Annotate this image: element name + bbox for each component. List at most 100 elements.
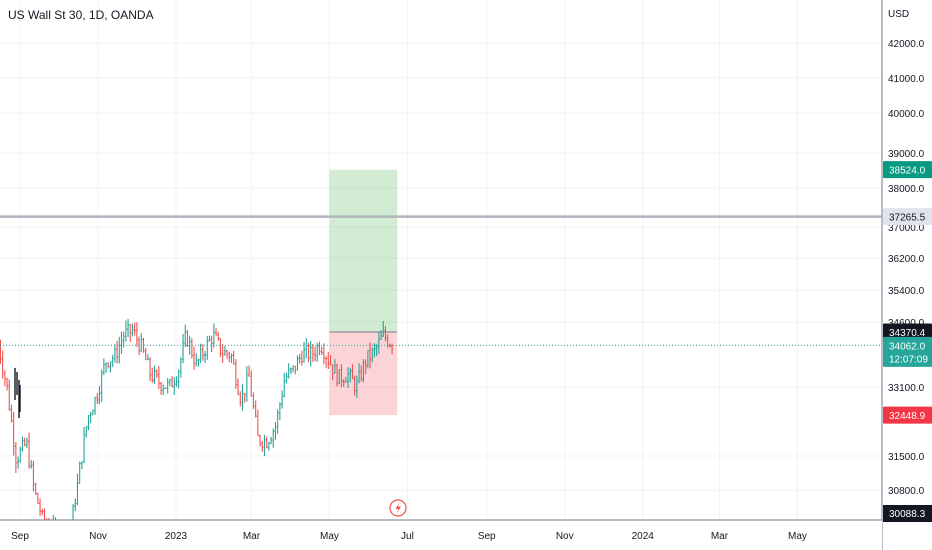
lightning-badge[interactable] [389, 499, 407, 517]
price-bar [91, 409, 94, 416]
price-bar [382, 321, 385, 338]
time-tick-label: May [788, 531, 807, 542]
chart-lines [0, 215, 882, 346]
entry-price-tag-bg [883, 323, 932, 341]
price-bar [28, 432, 31, 469]
price-bar [204, 351, 207, 364]
price-bar [212, 323, 215, 348]
price-bar [243, 392, 246, 403]
price-bar [83, 426, 86, 464]
price-bar [283, 373, 286, 398]
price-bar [215, 328, 218, 336]
price-bar [105, 362, 108, 373]
price-bar [278, 402, 281, 421]
price-bar [239, 391, 242, 407]
time-axis-bg [0, 520, 882, 550]
time-axis[interactable]: Sep Nov 2023 Mar May Jul Sep Nov 2024 Mar May [0, 519, 882, 550]
price-bar [162, 384, 165, 396]
price-bar [140, 333, 143, 353]
price-bar [241, 384, 244, 411]
price-bar [179, 357, 182, 378]
price-bar [223, 345, 226, 356]
price-bar [17, 456, 20, 469]
price-bar [265, 436, 268, 449]
price-bar [340, 364, 343, 388]
price-bar [248, 365, 251, 377]
price-bar [325, 356, 328, 368]
price-bar [41, 508, 44, 515]
price-bar [190, 338, 193, 359]
price-bar [21, 436, 24, 452]
price-bar [118, 336, 121, 364]
price-bar [289, 367, 292, 375]
time-tick-label: Mar [711, 531, 729, 542]
last-price-tag: 34062.0 [889, 341, 926, 352]
price-tick-label: 42000.0 [888, 39, 925, 50]
price-bar [80, 461, 83, 470]
price-bar [3, 370, 6, 387]
price-bar [360, 365, 363, 382]
price-bar [371, 347, 374, 363]
price-axis[interactable]: USD 42000.0 41000.0 40000.0 39000.0 38000.0 37… [881, 0, 932, 550]
price-bar [111, 355, 114, 368]
price-bar [116, 340, 119, 364]
price-bar [232, 350, 235, 365]
price-bar [10, 404, 13, 423]
long-position-zones[interactable] [329, 169, 398, 416]
price-bar [380, 330, 383, 340]
low-price-tag-bg [883, 505, 932, 522]
price-bar [74, 498, 77, 512]
price-bar [153, 365, 156, 384]
price-bar [164, 387, 167, 389]
price-bar [87, 415, 90, 431]
price-bar [329, 354, 332, 366]
price-bar [294, 365, 297, 375]
time-tick-label: Nov [556, 531, 574, 542]
price-bar [309, 341, 312, 367]
price-bar [142, 337, 145, 353]
time-tick-label: Sep [11, 531, 29, 542]
price-bar [245, 366, 248, 402]
time-tick-label: May [320, 531, 339, 542]
price-tick-label: 35400.0 [888, 286, 925, 297]
price-bar [305, 337, 308, 359]
price-bar [256, 409, 259, 437]
price-bar [298, 353, 301, 364]
level-price-tag-bg [883, 208, 932, 226]
price-tick-label: 30800.0 [888, 486, 925, 497]
price-tick-label: 38000.0 [888, 184, 925, 195]
price-bar [186, 330, 189, 347]
lightning-icon [395, 502, 401, 514]
time-tick-label: 2024 [632, 531, 655, 542]
price-bar [34, 482, 37, 496]
price-bar [281, 390, 284, 409]
price-bar [333, 359, 336, 374]
price-bar [349, 367, 352, 383]
price-bar [344, 376, 347, 383]
profit-zone[interactable] [329, 169, 398, 332]
price-bar [311, 343, 314, 362]
price-bar [144, 347, 147, 361]
chart-grid [0, 0, 882, 520]
price-bar [182, 333, 185, 364]
price-bar [351, 364, 354, 380]
time-tick-label: Mar [243, 531, 261, 542]
price-bar [272, 428, 275, 448]
price-bar [151, 367, 154, 384]
price-bar [201, 344, 204, 361]
price-bar [366, 349, 369, 369]
price-bar [274, 422, 277, 440]
price-bar [342, 378, 345, 387]
price-tick-label: 41000.0 [888, 74, 925, 85]
price-bar [252, 392, 255, 409]
price-bar [12, 412, 15, 456]
price-bar [219, 338, 222, 357]
price-bar [193, 346, 196, 370]
last-price-tag-countdown: 12:07:09 [889, 354, 928, 365]
price-bar [127, 318, 130, 338]
symbol-title: US Wall St 30, 1D, OANDA [8, 8, 154, 22]
price-bar [107, 362, 110, 369]
price-bar [261, 441, 264, 452]
price-bar [377, 331, 380, 354]
